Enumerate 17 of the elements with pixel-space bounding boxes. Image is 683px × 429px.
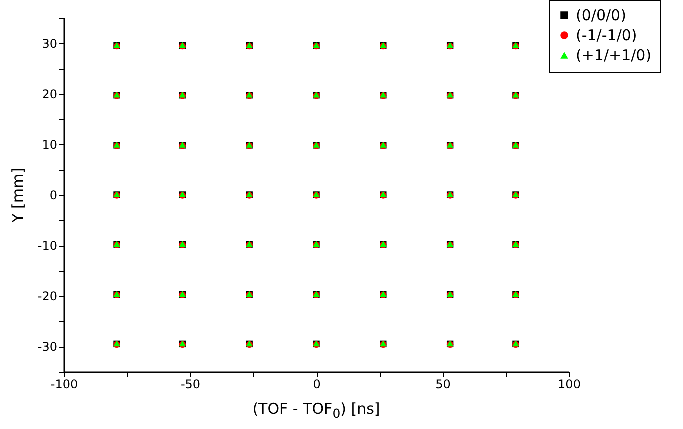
x-tick-label: -50 [180,378,201,392]
x-tick-label: 100 [558,378,581,392]
y-axis-title: Y [mm] [8,168,27,224]
x-tick-label: 50 [436,378,451,392]
y-tick-label: -20 [38,290,58,304]
y-tick-label: 20 [42,87,58,102]
y-tick-label: -30 [38,340,58,354]
legend-label: (-1/-1/0) [576,26,638,44]
y-tick-label: 0 [50,188,58,202]
legend-label: (0/0/0) [576,6,626,24]
y-tick-label: 10 [42,138,58,152]
x-tick-label: -100 [50,378,78,392]
y-tick-label: 30 [42,36,58,51]
y-tick-label: -10 [38,239,58,254]
legend-label: (+1/+1/0) [576,46,652,64]
x-axis-title: (TOF - TOF$_{0}$) [ns] [252,400,382,421]
x-tick-label: 0 [313,378,321,392]
